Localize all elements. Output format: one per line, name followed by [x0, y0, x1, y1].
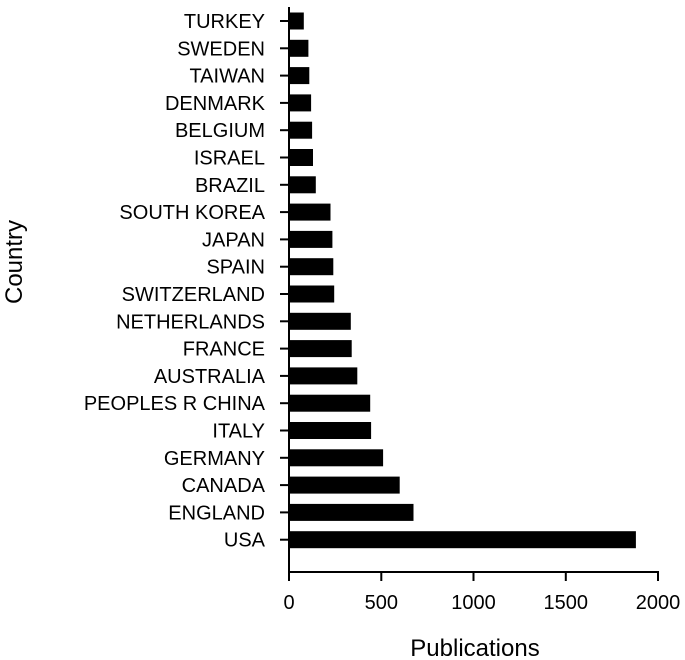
- category-label-sweden: SWEDEN: [177, 38, 265, 60]
- category-label-brazil: BRAZIL: [195, 175, 265, 197]
- bar-australia: [289, 367, 358, 385]
- x-tick-label-1000: 1000: [451, 592, 496, 614]
- bar-japan: [289, 230, 333, 248]
- category-label-belgium: BELGIUM: [175, 120, 265, 142]
- bar-germany: [289, 449, 384, 467]
- category-label-switzerland: SWITZERLAND: [122, 284, 265, 306]
- category-label-australia: AUSTRALIA: [154, 366, 266, 388]
- x-tick-label-2000: 2000: [636, 592, 681, 614]
- category-label-turkey: TURKEY: [184, 11, 265, 33]
- bar-netherlands: [289, 312, 351, 330]
- bars-group: [289, 12, 636, 549]
- category-label-germany: GERMANY: [164, 448, 265, 470]
- bar-switzerland: [289, 285, 335, 303]
- bar-peoples-r-china: [289, 394, 371, 412]
- category-label-canada: CANADA: [182, 475, 266, 497]
- x-tick-label-500: 500: [365, 592, 398, 614]
- y-axis-title: Country: [1, 220, 28, 304]
- bar-england: [289, 503, 414, 521]
- bar-spain: [289, 258, 334, 276]
- bar-turkey: [289, 12, 304, 30]
- bar-canada: [289, 476, 400, 494]
- category-label-denmark: DENMARK: [165, 93, 266, 115]
- x-axis-title: Publications: [410, 635, 539, 660]
- category-label-england: ENGLAND: [168, 502, 265, 524]
- x-tick-label-1500: 1500: [544, 592, 589, 614]
- y-ticks-group: [280, 20, 289, 541]
- bar-taiwan: [289, 67, 310, 85]
- category-label-south-korea: SOUTH KOREA: [119, 202, 265, 224]
- bar-usa: [289, 531, 636, 549]
- bar-france: [289, 340, 352, 358]
- bar-brazil: [289, 176, 316, 194]
- bar-israel: [289, 149, 313, 166]
- bar-south-korea: [289, 203, 331, 221]
- category-label-spain: SPAIN: [206, 257, 265, 279]
- category-label-israel: ISRAEL: [194, 148, 265, 170]
- category-labels-group: TURKEY SWEDEN TAIWAN DENMARK BELGIUM ISRAEL BR…: [84, 11, 266, 552]
- bar-sweden: [289, 39, 309, 57]
- category-label-usa: USA: [224, 530, 266, 552]
- category-label-japan: JAPAN: [202, 229, 265, 251]
- x-tick-label-0: 0: [283, 592, 294, 614]
- bar-belgium: [289, 121, 313, 139]
- category-label-peoples-r-china: PEOPLES R CHINA: [84, 393, 266, 415]
- category-label-taiwan: TAIWAN: [189, 66, 265, 88]
- x-ticks-group: 0 500 1000 1500 2000: [283, 572, 680, 614]
- bar-italy: [289, 422, 372, 439]
- category-label-france: FRANCE: [183, 339, 265, 361]
- category-label-netherlands: NETHERLANDS: [116, 311, 265, 333]
- bar-denmark: [289, 94, 312, 112]
- category-label-italy: ITALY: [212, 421, 265, 443]
